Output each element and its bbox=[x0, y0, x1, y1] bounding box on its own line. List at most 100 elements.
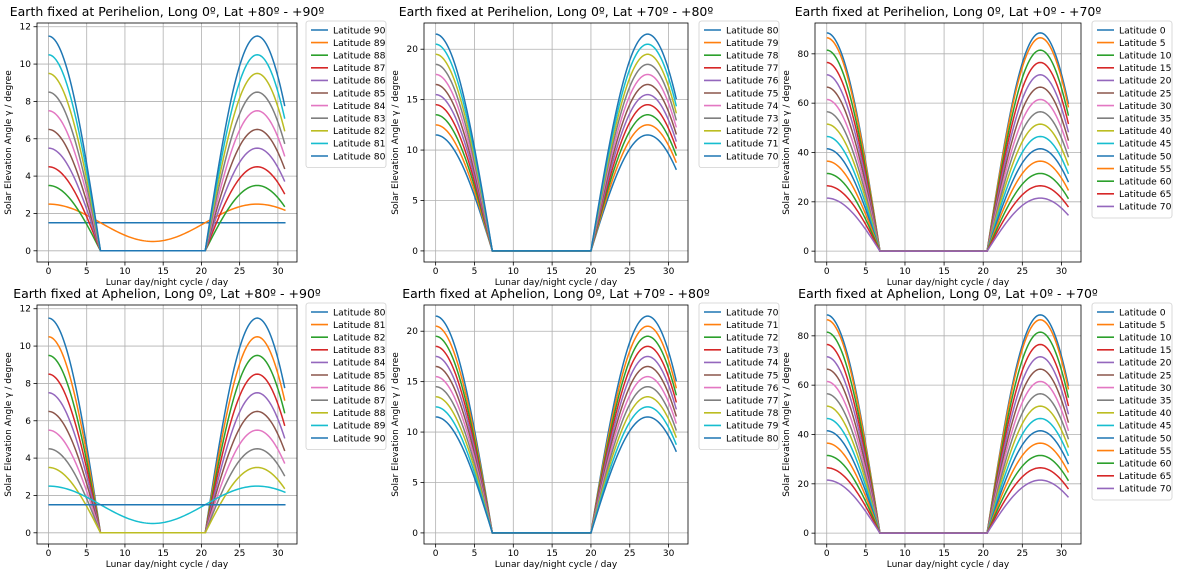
x-tick-label: 5 bbox=[863, 267, 869, 277]
series-line-latitude-65 bbox=[826, 467, 1070, 534]
x-tick-label: 25 bbox=[624, 549, 635, 559]
chart-title: Earth fixed at Perihelion, Long 0º, Lat … bbox=[10, 4, 325, 19]
series-line-latitude-75 bbox=[435, 83, 678, 252]
series-line-latitude-80 bbox=[48, 35, 286, 252]
legend-label: Latitude 60 bbox=[1119, 177, 1172, 188]
legend-label: Latitude 74 bbox=[726, 101, 779, 112]
legend-label: Latitude 25 bbox=[1119, 370, 1172, 381]
y-tick-label: 40 bbox=[798, 430, 810, 440]
legend-label: Latitude 5 bbox=[1119, 38, 1166, 49]
x-tick-label: 20 bbox=[977, 267, 989, 277]
series-line-latitude-15 bbox=[826, 61, 1070, 252]
legend-label: Latitude 73 bbox=[726, 345, 779, 356]
y-axis-label: Solar Elevation Angle γ / degree bbox=[4, 352, 14, 497]
y-tick-label: 2 bbox=[25, 491, 31, 501]
legend-label: Latitude 86 bbox=[333, 76, 386, 87]
series-line-latitude-76 bbox=[435, 375, 678, 534]
legend-label: Latitude 87 bbox=[333, 396, 386, 407]
series-line-latitude-50 bbox=[826, 148, 1070, 252]
y-tick-label: 80 bbox=[798, 332, 810, 342]
x-tick-label: 10 bbox=[508, 267, 520, 277]
y-axis-label: Solar Elevation Angle γ / degree bbox=[782, 352, 792, 497]
x-tick-label: 0 bbox=[46, 267, 52, 277]
legend-label: Latitude 10 bbox=[1119, 333, 1172, 344]
legend-label: Latitude 15 bbox=[1119, 345, 1172, 356]
y-tick-label: 8 bbox=[25, 379, 31, 389]
y-tick-label: 40 bbox=[798, 148, 810, 158]
series-line-latitude-70 bbox=[435, 33, 678, 252]
series-line-latitude-74 bbox=[435, 355, 678, 534]
y-tick-label: 12 bbox=[20, 23, 31, 33]
chart-title: Earth fixed at Aphelion, Long 0º, Lat +0… bbox=[798, 286, 1098, 301]
y-tick-label: 20 bbox=[407, 327, 419, 337]
legend-label: Latitude 75 bbox=[726, 370, 779, 381]
x-tick-label: 5 bbox=[472, 267, 478, 277]
x-tick-label: 10 bbox=[899, 549, 911, 559]
chart-panel-4: 0 5 10 15 20 25 30 0 2 4 6 8 10 12 Earth fixed at Aphe… bbox=[4, 286, 387, 570]
y-tick-label: 12 bbox=[20, 305, 31, 315]
x-tick-label: 25 bbox=[1017, 267, 1028, 277]
series-line-latitude-76 bbox=[435, 93, 678, 252]
series-line-latitude-81 bbox=[48, 53, 286, 252]
legend-label: Latitude 89 bbox=[333, 38, 386, 49]
chart-title: Earth fixed at Aphelion, Long 0º, Lat +7… bbox=[402, 286, 710, 301]
x-tick-label: 30 bbox=[1056, 549, 1068, 559]
x-tick-label: 30 bbox=[272, 267, 284, 277]
plot-frame bbox=[36, 304, 298, 545]
chart-panel-5: 0 5 10 15 20 25 30 0 5 10 15 20 Earth fixed at Aphel… bbox=[391, 286, 780, 570]
y-tick-label: 0 bbox=[412, 247, 418, 257]
series-line-latitude-30 bbox=[826, 98, 1070, 252]
plot-frame bbox=[814, 22, 1082, 263]
legend-label: Latitude 87 bbox=[333, 63, 386, 74]
legend-label: Latitude 10 bbox=[1119, 51, 1172, 62]
y-tick-label: 15 bbox=[407, 378, 418, 388]
y-tick-label: 0 bbox=[803, 247, 809, 257]
series-line-latitude-20 bbox=[826, 74, 1070, 252]
y-tick-label: 10 bbox=[20, 342, 32, 352]
y-tick-label: 80 bbox=[798, 50, 810, 60]
y-tick-label: 0 bbox=[803, 529, 809, 539]
series-line-latitude-86 bbox=[48, 147, 286, 252]
x-tick-label: 15 bbox=[546, 267, 557, 277]
legend-label: Latitude 78 bbox=[726, 408, 779, 419]
legend-label: Latitude 71 bbox=[726, 139, 778, 150]
y-tick-label: 4 bbox=[25, 454, 31, 464]
x-tick-label: 0 bbox=[824, 549, 830, 559]
series-line-latitude-78 bbox=[435, 396, 678, 534]
legend-label: Latitude 55 bbox=[1119, 446, 1172, 457]
legend-label: Latitude 35 bbox=[1119, 114, 1172, 125]
series-line-latitude-10 bbox=[826, 331, 1070, 534]
legend-label: Latitude 80 bbox=[726, 433, 779, 444]
x-tick-label: 10 bbox=[899, 267, 911, 277]
x-axis-label: Lunar day/night cycle / day bbox=[106, 560, 229, 570]
legend-label: Latitude 83 bbox=[333, 114, 386, 125]
x-tick-label: 5 bbox=[84, 549, 90, 559]
series-line-latitude-35 bbox=[826, 111, 1070, 252]
legend-label: Latitude 70 bbox=[1119, 202, 1172, 213]
legend-label: Latitude 30 bbox=[1119, 383, 1172, 394]
legend-label: Latitude 5 bbox=[1119, 320, 1166, 331]
chart-panel-1: 0 5 10 15 20 25 30 0 2 4 6 8 10 12 Earth fixed at Peri… bbox=[4, 4, 387, 288]
x-tick-label: 30 bbox=[663, 267, 675, 277]
legend-label: Latitude 72 bbox=[726, 333, 778, 344]
legend-label: Latitude 55 bbox=[1119, 164, 1172, 175]
legend-label: Latitude 0 bbox=[1119, 25, 1166, 36]
x-tick-label: 25 bbox=[1017, 549, 1028, 559]
legend-label: Latitude 45 bbox=[1119, 421, 1172, 432]
series-line-latitude-82 bbox=[48, 72, 286, 252]
y-tick-label: 6 bbox=[25, 417, 31, 427]
series-line-latitude-10 bbox=[826, 49, 1070, 252]
legend-label: Latitude 20 bbox=[1119, 358, 1172, 369]
legend-label: Latitude 20 bbox=[1119, 76, 1172, 87]
x-tick-label: 20 bbox=[977, 549, 989, 559]
legend-label: Latitude 0 bbox=[1119, 307, 1166, 318]
legend-label: Latitude 25 bbox=[1119, 88, 1172, 99]
series-line-latitude-86 bbox=[48, 429, 286, 534]
y-axis-label: Solar Elevation Angle γ / degree bbox=[782, 70, 792, 215]
legend-label: Latitude 82 bbox=[333, 333, 385, 344]
plot-frame bbox=[814, 304, 1082, 545]
legend-label: Latitude 90 bbox=[333, 25, 386, 36]
y-tick-label: 60 bbox=[798, 99, 810, 109]
